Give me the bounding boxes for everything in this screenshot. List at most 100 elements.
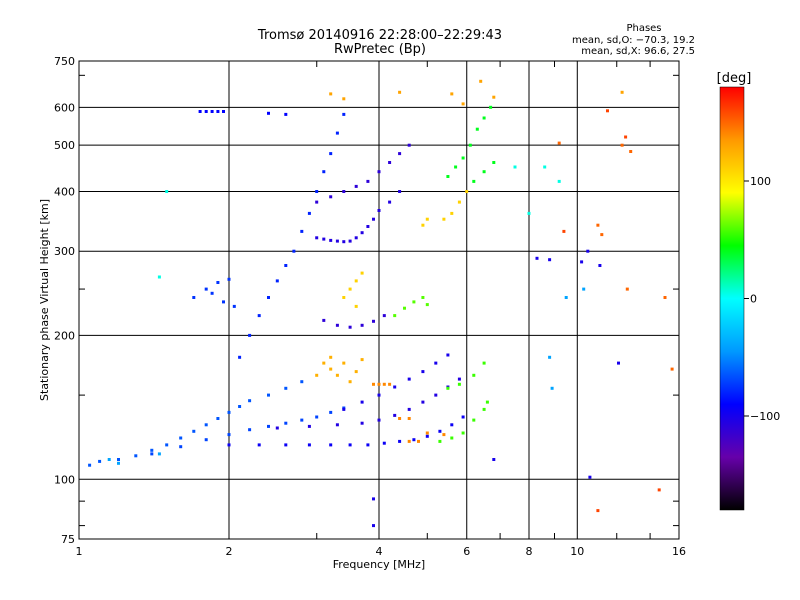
data-point: [388, 200, 392, 204]
stats-o-line: mean, sd,O: −70.3, 19.2: [572, 35, 695, 46]
colorbar-tick-label: 0: [750, 293, 757, 306]
data-point: [372, 319, 375, 323]
data-point: [492, 161, 496, 164]
data-point: [450, 92, 454, 96]
data-point: [580, 260, 584, 264]
colorbar-label: [deg]: [717, 71, 752, 86]
data-point: [393, 413, 397, 417]
data-point: [377, 418, 381, 422]
data-point: [329, 238, 333, 242]
y-tick-label: 75: [61, 533, 75, 546]
data-point: [407, 143, 411, 147]
data-point: [165, 190, 169, 193]
data-point: [315, 236, 319, 240]
data-point: [198, 110, 202, 113]
data-point: [342, 361, 346, 365]
data-point: [360, 323, 364, 327]
data-point: [457, 200, 461, 204]
data-point: [150, 452, 154, 456]
data-point: [372, 524, 375, 528]
data-point: [354, 236, 358, 240]
data-point: [300, 229, 304, 233]
data-point: [482, 361, 486, 365]
data-point: [329, 443, 333, 447]
x-tick-label: 2: [226, 545, 233, 558]
data-point: [360, 358, 364, 362]
data-point: [461, 415, 465, 419]
colorbar: [deg] 100 0 −100: [717, 71, 780, 511]
x-axis-label: Frequency [MHz]: [333, 558, 425, 571]
data-point: [227, 443, 231, 447]
data-point: [461, 156, 465, 160]
x-tick-label: 1: [76, 545, 83, 558]
data-point: [348, 443, 352, 447]
data-point: [388, 382, 392, 386]
data-point: [360, 421, 364, 425]
data-point: [398, 439, 402, 443]
data-point: [557, 179, 561, 183]
data-point: [596, 509, 600, 513]
data-point: [629, 150, 633, 153]
axis-ticks: 1 2 4 6 8 10 16 75 100 200 300 400 500 600 750: [54, 55, 686, 558]
x-tick-label: 8: [526, 545, 533, 558]
data-point: [307, 424, 311, 428]
data-point: [562, 229, 566, 233]
x-tick-label: 16: [672, 545, 686, 558]
data-point: [204, 287, 208, 291]
data-point: [227, 277, 231, 281]
data-point: [472, 418, 476, 422]
data-point: [446, 386, 450, 390]
data-point: [372, 497, 375, 501]
y-tick-label: 300: [54, 245, 75, 258]
data-point: [407, 417, 411, 420]
data-point: [442, 433, 446, 437]
data-point: [398, 152, 402, 156]
data-point: [412, 438, 416, 442]
data-point: [157, 275, 161, 279]
data-point: [329, 195, 333, 199]
data-point: [360, 271, 364, 275]
data-point: [403, 306, 406, 310]
plot-frame: [78, 60, 680, 540]
data-point: [600, 233, 604, 237]
data-point: [88, 463, 92, 467]
data-point: [450, 436, 454, 440]
colorbar-tick-label: 100: [750, 175, 771, 188]
data-point: [348, 239, 352, 243]
data-point: [248, 428, 252, 432]
data-point: [335, 131, 339, 135]
data-point: [227, 410, 231, 414]
data-point: [322, 361, 326, 365]
data-point: [461, 431, 465, 435]
data-point: [300, 418, 304, 422]
data-point: [543, 165, 547, 169]
data-point: [342, 190, 346, 193]
data-points: [88, 79, 674, 528]
data-point: [557, 141, 561, 145]
data-point: [329, 92, 333, 96]
data-point: [354, 279, 358, 283]
data-point: [663, 296, 667, 299]
data-point: [442, 217, 446, 221]
data-point: [284, 112, 288, 116]
data-point: [393, 314, 397, 318]
data-point: [329, 367, 333, 371]
data-point: [479, 79, 483, 83]
chart-title: Tromsø 20140916 22:28:00–22:29:43: [257, 28, 502, 43]
x-tick-label: 4: [376, 545, 383, 558]
chart-subtitle: RwPretec (Bp): [334, 42, 426, 57]
data-point: [248, 399, 252, 403]
data-point: [382, 314, 386, 318]
data-point: [407, 439, 411, 443]
data-point: [425, 303, 429, 307]
data-point: [527, 211, 531, 215]
data-point: [377, 382, 381, 386]
data-point: [421, 400, 425, 404]
data-point: [489, 105, 493, 109]
data-point: [284, 421, 288, 425]
data-point: [438, 439, 442, 443]
data-point: [468, 143, 472, 147]
data-point: [360, 231, 364, 235]
data-point: [377, 209, 381, 212]
